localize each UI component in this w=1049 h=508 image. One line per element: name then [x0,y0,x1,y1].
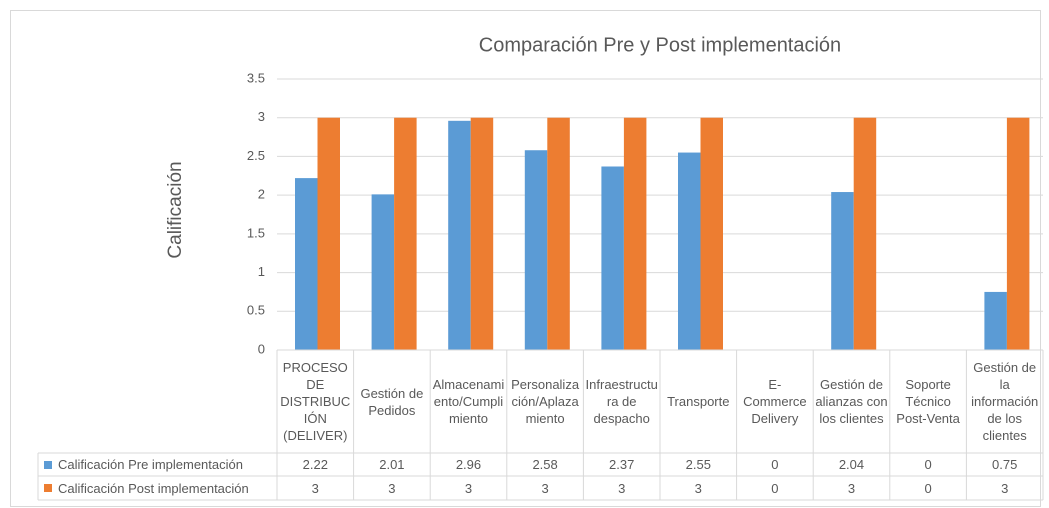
bar [470,117,494,350]
table-value: 0 [924,457,932,472]
bar [1006,117,1030,350]
table-value: 0 [924,480,932,496]
category-label: Gestión de la información de los cliente… [971,360,1039,443]
bar [678,152,701,350]
y-axis-label: Calificación [165,161,186,258]
legend-entry: Calificación Post implementación [38,476,277,500]
table-value: 3 [464,480,473,496]
table-value: 0.75 [992,457,1018,472]
table-value: 3 [1001,480,1009,496]
table-value: 3 [311,480,319,496]
table-value: 0 [771,457,779,472]
category-label: Infraestructura de despacho [585,377,658,426]
bar [371,194,395,350]
bar [623,117,647,350]
legend-label: Calificación Pre implementación [58,457,243,472]
y-tick-label: 0.5 [247,303,265,318]
table-value: 2.55 [685,457,711,472]
bar [295,178,318,350]
category-label: Almacenamiento/Cumplimiento [432,377,505,426]
y-tick-label: 1.5 [247,225,265,240]
table-value: 3 [541,480,549,496]
bar [831,192,854,350]
table-value: 2.58 [532,457,558,472]
bar [700,117,723,350]
bar [853,117,877,350]
table-value: 3 [388,480,396,496]
y-tick-label: 3 [258,109,265,124]
category-label: E-Commerce Delivery [743,377,807,426]
table-value: 3 [847,480,856,496]
category-label: Gestión de alianzas con los clientes [815,377,888,426]
bar [394,117,417,350]
table-value: 2.37 [609,457,635,472]
bar [547,117,570,350]
bar [524,150,548,350]
category-label: PROCESO DE DISTRIBUCIÓN (DELIVER) [280,360,351,443]
legend-entry: Calificación Pre implementación [38,453,277,476]
category-label: Gestión de Pedidos [360,385,424,418]
y-tick-label: 2.5 [247,148,265,163]
table-value: 2.22 [302,457,328,472]
legend-label: Calificación Post implementación [58,480,249,496]
table-value: 2.96 [455,457,482,472]
table-value: 0 [771,480,779,496]
category-label: Personalización/Aplazamiento [511,377,580,426]
table-value: 2.01 [379,457,405,472]
bar [984,291,1007,350]
bar [317,117,340,350]
table-value: 3 [618,480,626,496]
table-value: 2.04 [838,457,865,472]
chart-title: Comparación Pre y Post implementación [479,34,841,56]
bar [601,166,624,350]
legend-key [44,460,52,469]
bar [448,120,471,350]
y-tick-label: 3.5 [247,70,265,85]
category-label: Transporte [667,394,730,409]
chart-border [10,10,1041,507]
y-tick-label: 1 [258,264,265,279]
category-label: Soporte Técnico Post-Venta [896,377,960,426]
y-tick-label: 2 [258,187,265,202]
y-tick-label: 0 [258,341,265,356]
table-value: 3 [694,480,702,496]
legend-key [44,484,52,492]
